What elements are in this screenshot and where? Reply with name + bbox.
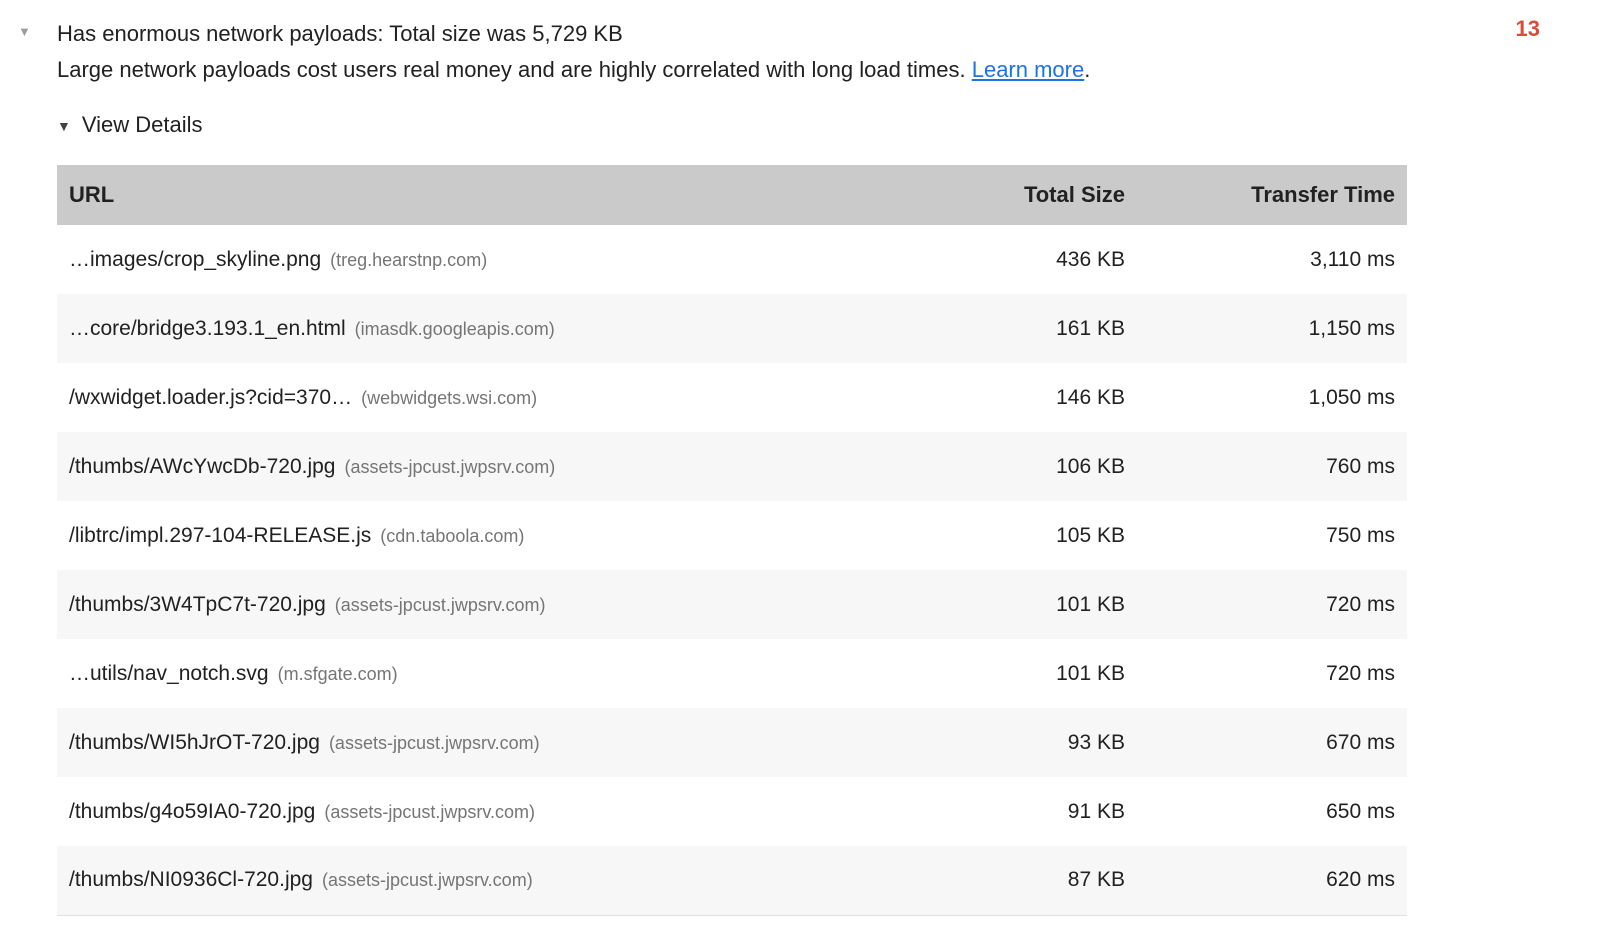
url-cell: /libtrc/impl.297-104-RELEASE.js (cdn.tabo… xyxy=(57,501,927,570)
total-size-value: 161 KB xyxy=(1056,316,1125,340)
request-domain: (m.sfgate.com) xyxy=(277,663,398,684)
payload-table-body: …images/crop_skyline.png (treg.hearstnp.c… xyxy=(57,225,1407,915)
url-cell: /thumbs/WI5hJrOT-720.jpg (assets-jpcust.j… xyxy=(57,708,927,777)
request-domain: (assets-jpcust.jwpsrv.com) xyxy=(344,456,556,477)
request-url: …core/bridge3.193.1_en.html xyxy=(69,316,346,340)
transfer-time-value: 1,150 ms xyxy=(1308,316,1395,340)
audit-count-badge: 13 xyxy=(1515,16,1540,41)
request-url: /wxwidget.loader.js?cid=370… xyxy=(69,385,353,409)
transfer-time-value: 750 ms xyxy=(1326,523,1395,547)
request-domain: (imasdk.googleapis.com) xyxy=(354,318,555,339)
request-domain: (webwidgets.wsi.com) xyxy=(361,387,538,408)
request-url: …utils/nav_notch.svg xyxy=(69,661,269,685)
transfer-time-value: 3,110 ms xyxy=(1310,247,1395,271)
request-domain: (assets-jpcust.jwpsrv.com) xyxy=(324,801,536,822)
transfer-time-value: 620 ms xyxy=(1326,868,1395,892)
transfer-time-value: 650 ms xyxy=(1326,799,1395,823)
total-size-value: 436 KB xyxy=(1056,247,1125,271)
table-row: /thumbs/3W4TpC7t-720.jpg (assets-jpcust.j… xyxy=(57,570,1407,639)
request-url: /libtrc/impl.297-104-RELEASE.js xyxy=(69,523,372,547)
transfer-time-value: 1,050 ms xyxy=(1308,385,1395,409)
total-size-value: 101 KB xyxy=(1056,592,1125,616)
url-cell: …utils/nav_notch.svg (m.sfgate.com) xyxy=(57,639,927,708)
table-row: /wxwidget.loader.js?cid=370… (webwidgets.… xyxy=(57,363,1407,432)
table-row: /thumbs/AWcYwcDb-720.jpg (assets-jpcust.j… xyxy=(57,432,1407,501)
request-url: /thumbs/WI5hJrOT-720.jpg xyxy=(69,730,320,754)
request-domain: (assets-jpcust.jwpsrv.com) xyxy=(321,870,533,891)
audit-description-period: . xyxy=(1084,57,1091,82)
total-size-value: 101 KB xyxy=(1056,661,1125,685)
table-row: /libtrc/impl.297-104-RELEASE.js (cdn.tabo… xyxy=(57,501,1407,570)
table-row: …utils/nav_notch.svg (m.sfgate.com) 101 K… xyxy=(57,639,1407,708)
chevron-down-icon: ▼ xyxy=(57,118,71,134)
table-row: /thumbs/WI5hJrOT-720.jpg (assets-jpcust.j… xyxy=(57,708,1407,777)
total-size-value: 105 KB xyxy=(1056,523,1125,547)
total-size-value: 87 KB xyxy=(1067,868,1125,892)
view-details-label: View Details xyxy=(81,112,203,137)
total-size-value: 91 KB xyxy=(1067,799,1125,823)
collapse-arrow-icon[interactable]: ▼ xyxy=(18,24,31,39)
transfer-time-value: 670 ms xyxy=(1326,730,1395,754)
table-row: …images/crop_skyline.png (treg.hearstnp.c… xyxy=(57,225,1407,294)
total-size-value: 146 KB xyxy=(1056,385,1125,409)
transfer-time-value: 720 ms xyxy=(1326,661,1395,685)
request-url: /thumbs/NI0936Cl-720.jpg xyxy=(69,868,313,892)
request-url: /thumbs/AWcYwcDb-720.jpg xyxy=(69,454,336,478)
table-row: /thumbs/g4o59IA0-720.jpg (assets-jpcust.j… xyxy=(57,777,1407,846)
table-row: /thumbs/NI0936Cl-720.jpg (assets-jpcust.j… xyxy=(57,846,1407,915)
request-domain: (assets-jpcust.jwpsrv.com) xyxy=(328,732,540,753)
audit-description: Large network payloads cost users real m… xyxy=(57,52,1090,88)
url-cell: /wxwidget.loader.js?cid=370… (webwidgets.… xyxy=(57,363,927,432)
request-domain: (assets-jpcust.jwpsrv.com) xyxy=(334,594,546,615)
url-cell: …images/crop_skyline.png (treg.hearstnp.c… xyxy=(57,225,927,294)
url-cell: /thumbs/NI0936Cl-720.jpg (assets-jpcust.j… xyxy=(57,846,927,915)
audit-header: ▼ Has enormous network payloads: Total s… xyxy=(0,0,1598,88)
url-cell: /thumbs/AWcYwcDb-720.jpg (assets-jpcust.j… xyxy=(57,432,927,501)
total-size-value: 106 KB xyxy=(1056,454,1125,478)
total-size-value: 93 KB xyxy=(1067,730,1125,754)
column-header-total-size: Total Size xyxy=(927,165,1137,225)
request-domain: (cdn.taboola.com) xyxy=(380,525,525,546)
column-header-transfer-time: Transfer Time xyxy=(1137,165,1407,225)
table-header-row: URL Total Size Transfer Time xyxy=(57,165,1407,225)
audit-header-text: Has enormous network payloads: Total siz… xyxy=(57,16,1090,88)
request-url: …images/crop_skyline.png xyxy=(69,247,322,271)
url-cell: /thumbs/3W4TpC7t-720.jpg (assets-jpcust.j… xyxy=(57,570,927,639)
request-url: /thumbs/g4o59IA0-720.jpg xyxy=(69,799,316,823)
view-details-toggle[interactable]: ▼ View Details xyxy=(57,112,1598,138)
url-cell: /thumbs/g4o59IA0-720.jpg (assets-jpcust.j… xyxy=(57,777,927,846)
learn-more-link[interactable]: Learn more xyxy=(971,57,1085,82)
request-domain: (treg.hearstnp.com) xyxy=(330,249,488,270)
table-row: …core/bridge3.193.1_en.html (imasdk.googl… xyxy=(57,294,1407,363)
audit-title: Has enormous network payloads: Total siz… xyxy=(57,21,623,46)
audit-description-text: Large network payloads cost users real m… xyxy=(57,57,972,82)
transfer-time-value: 760 ms xyxy=(1326,454,1395,478)
url-cell: …core/bridge3.193.1_en.html (imasdk.googl… xyxy=(57,294,927,363)
transfer-time-value: 720 ms xyxy=(1326,592,1395,616)
request-url: /thumbs/3W4TpC7t-720.jpg xyxy=(69,592,326,616)
column-header-url: URL xyxy=(57,165,927,225)
payload-table: URL Total Size Transfer Time …images/cro… xyxy=(57,165,1407,916)
